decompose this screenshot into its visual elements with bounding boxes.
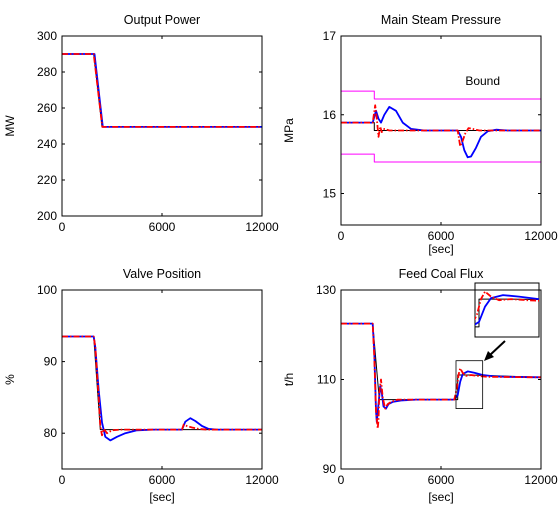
inset-series-line-3 (475, 290, 539, 321)
x-tick-label: 0 (338, 229, 345, 243)
series-line-1 (62, 336, 262, 431)
inset-series-line-2 (475, 294, 539, 326)
y-tick-label: 15 (323, 187, 337, 201)
y-tick-label: 300 (37, 29, 57, 43)
axes-frame (61, 289, 263, 470)
x-axis-label: [sec] (428, 242, 453, 256)
plot-area (62, 53, 262, 128)
y-tick-label: 80 (44, 426, 58, 440)
arrow-head-icon (484, 351, 494, 361)
y-tick-label: 17 (323, 29, 337, 43)
series-line-3 (341, 122, 541, 131)
panel-2: Main Steam Pressure MPa [sec] 0 6000 12000 15 1… (282, 13, 558, 256)
inset-series-line-1 (475, 298, 539, 328)
axes-frame (340, 35, 542, 226)
series-line-2 (62, 335, 262, 442)
inset-plot (475, 290, 539, 328)
x-tick-label: 12000 (245, 473, 279, 487)
series-line-3 (62, 335, 262, 437)
x-tick-label: 6000 (428, 229, 455, 243)
y-tick-label: 110 (317, 373, 336, 387)
x-tick-label: 12000 (524, 473, 558, 487)
arrow-icon (489, 340, 506, 356)
y-tick-label: 220 (37, 173, 57, 187)
series-line-2 (62, 53, 262, 128)
y-tick-label: 100 (37, 283, 57, 297)
series-line-5 (341, 104, 541, 148)
axes-frame (61, 35, 263, 217)
x-tick-label: 0 (59, 220, 66, 234)
plot-area (341, 90, 541, 163)
y-tick-label: 90 (44, 355, 58, 369)
y-axis-label: MW (3, 115, 17, 137)
series-line-1 (62, 53, 262, 128)
chart-title: Main Steam Pressure (381, 13, 501, 27)
x-axis-label: [sec] (149, 490, 174, 504)
series-line-2 (341, 322, 541, 423)
x-tick-label: 0 (59, 473, 66, 487)
plot-area (62, 335, 262, 442)
x-axis-label: [sec] (428, 490, 453, 504)
panel-4: Feed Coal Flux t/h [sec] 0 6000 12000 90 110 130 (282, 267, 558, 504)
x-tick-label: 6000 (428, 473, 455, 487)
x-tick-label: 6000 (149, 220, 176, 234)
y-tick-label: 130 (316, 283, 336, 297)
panel-3: Valve Position% [sec] 0 6000 12000 80 90 100 (3, 267, 279, 504)
y-tick-label: 280 (37, 65, 57, 79)
inset-frame (474, 282, 540, 338)
y-tick-label: 260 (37, 101, 57, 115)
y-tick-label: 90 (323, 462, 337, 476)
annotation-label: Bound (465, 74, 500, 88)
series-line-4 (341, 106, 541, 159)
chart-title: Valve Position (123, 267, 201, 281)
panel-1: Output Power MW 0 6000 12000 200 220 240 260 280 3… (3, 13, 279, 234)
chart-title: Feed Coal Flux (399, 267, 485, 281)
y-tick-label: 240 (37, 137, 57, 151)
y-tick-label: 200 (37, 209, 57, 223)
y-tick-label: 16 (323, 108, 337, 122)
x-tick-label: 6000 (149, 473, 176, 487)
series-line-3 (62, 53, 262, 128)
x-tick-label: 12000 (524, 229, 558, 243)
plot-area (341, 322, 541, 430)
y-axis-label: % (3, 374, 17, 385)
axes-frame (340, 289, 542, 470)
zoom-box (455, 360, 484, 409)
series-line-2 (341, 153, 541, 163)
x-tick-label: 0 (338, 473, 345, 487)
chart-title: Output Power (124, 13, 200, 27)
series-line-3 (341, 322, 541, 430)
series-line-1 (341, 90, 541, 100)
x-tick-label: 12000 (245, 220, 279, 234)
y-axis-label: t/h (282, 373, 296, 386)
y-axis-label: MPa (282, 118, 296, 143)
